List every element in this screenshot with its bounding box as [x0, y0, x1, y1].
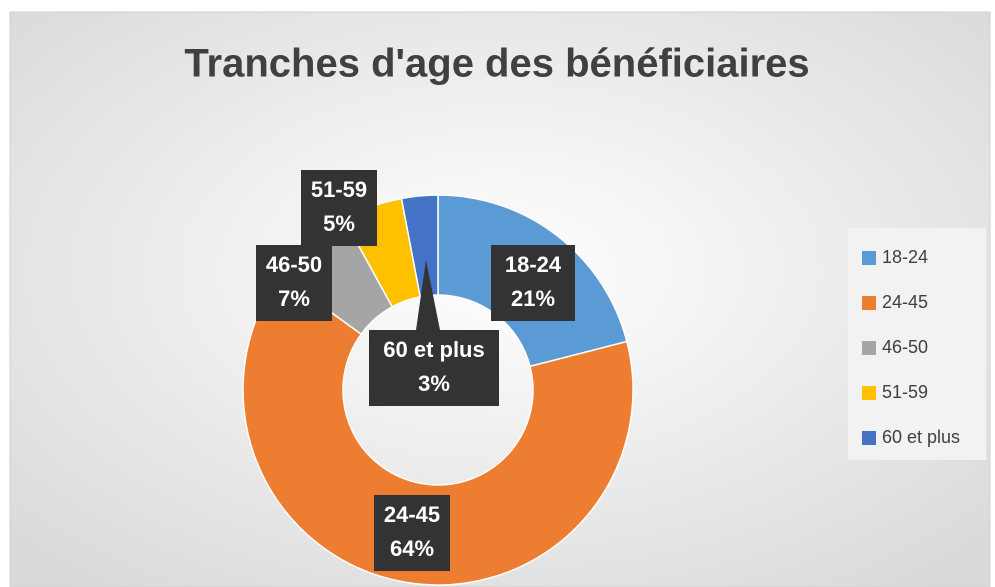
data-label-category: 46-50	[266, 252, 322, 277]
data-label-value: 5%	[323, 211, 355, 236]
legend-swatch	[862, 386, 876, 400]
legend-swatch	[862, 251, 876, 265]
data-label-box	[491, 245, 575, 321]
legend-swatch	[862, 341, 876, 355]
data-label-box	[301, 170, 377, 246]
data-label-box	[374, 495, 450, 571]
legend-label: 60 et plus	[882, 427, 960, 447]
data-label-value: 3%	[418, 371, 450, 396]
data-label-value: 21%	[511, 286, 555, 311]
data-label-category: 51-59	[311, 177, 367, 202]
donut-slice	[242, 274, 634, 586]
data-label-category: 18-24	[505, 252, 562, 277]
data-label-category: 24-45	[384, 502, 440, 527]
data-label-category: 60 et plus	[383, 337, 484, 362]
data-label-value: 7%	[278, 286, 310, 311]
legend-label: 46-50	[882, 337, 928, 357]
legend-swatch	[862, 296, 876, 310]
chart-title: Tranches d'age des bénéficiaires	[184, 42, 809, 86]
label-pointer	[416, 260, 440, 330]
legend-label: 24-45	[882, 292, 928, 312]
data-label-value: 64%	[390, 536, 434, 561]
legend-label: 18-24	[882, 247, 928, 267]
data-label-box	[256, 245, 332, 321]
legend-swatch	[862, 431, 876, 445]
legend-label: 51-59	[882, 382, 928, 402]
data-label-box	[369, 330, 499, 406]
